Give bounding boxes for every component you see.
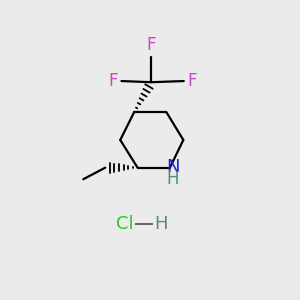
Text: F: F bbox=[108, 72, 118, 90]
Text: N: N bbox=[166, 158, 179, 175]
Text: H: H bbox=[154, 215, 168, 233]
Text: F: F bbox=[187, 72, 197, 90]
Text: F: F bbox=[147, 36, 156, 54]
Text: H: H bbox=[167, 170, 179, 188]
Text: Cl: Cl bbox=[116, 215, 134, 233]
